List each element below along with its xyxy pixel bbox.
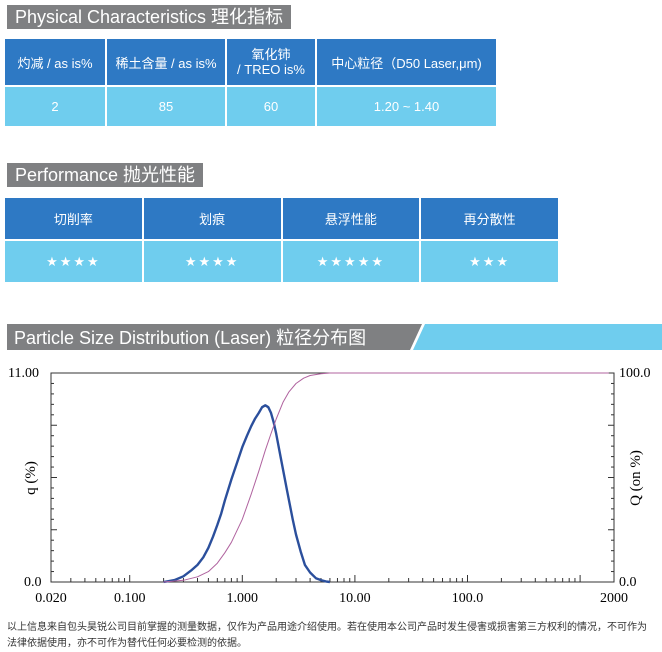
- y2-axis-label: Q (on %): [628, 450, 644, 506]
- performance-header-scratch: 划痕: [143, 198, 281, 239]
- x-tick-label: 0.020: [35, 591, 67, 606]
- physical-value-rare-earth-content: 85: [107, 87, 225, 126]
- disclaimer-line-1: 以上信息来自包头昊锐公司目前掌握的测量数据，仅作为产品用途介绍使用。若在使用本公…: [7, 622, 647, 633]
- physical-header-ceria: 氧化铈 / TREO is%: [227, 39, 315, 85]
- x-tick-label: 2000: [600, 591, 628, 606]
- physical-value-loss-on-ignition: 2: [5, 87, 105, 126]
- rating-stars-cutting-rate: ★★★★: [5, 241, 142, 282]
- y-axis-label: q (%): [23, 461, 39, 495]
- physical-header-rare-earth-content: 稀土含量 / as is%: [107, 39, 225, 85]
- psd-section-title: Particle Size Distribution (Laser) 粒径分布图: [14, 328, 366, 348]
- physical-table: 灼减 / as is% 稀土含量 / as is% 氧化铈 / TREO is%…: [3, 37, 498, 128]
- x-tick-label: 100.0: [452, 591, 484, 606]
- psd-banner: Particle Size Distribution (Laser) 粒径分布图: [7, 324, 662, 350]
- physical-value-d50: 1.20 ~ 1.40: [317, 87, 496, 126]
- y-tick-bottom: 0.0: [24, 575, 42, 590]
- physical-section-title: Physical Characteristics 理化指标: [7, 5, 292, 29]
- rating-stars-redispersion: ★★★: [421, 241, 558, 282]
- performance-section-title: Performance 抛光性能: [7, 163, 204, 187]
- performance-header-redispersion: 再分散性: [421, 198, 558, 239]
- y2-tick-top: 100.0: [619, 366, 651, 381]
- disclaimer-footnote: 以上信息来自包头昊锐公司目前掌握的测量数据，仅作为产品用途介绍使用。若在使用本公…: [7, 620, 657, 652]
- cumulative-distribution-line: [163, 372, 609, 583]
- rating-stars-scratch: ★★★★: [143, 241, 281, 282]
- plot-frame: [50, 372, 615, 583]
- y-tick-top: 11.00: [8, 366, 39, 381]
- rating-stars-suspension: ★★★★★: [282, 241, 420, 282]
- x-tick-labels: 0.020 0.100 1.000 10.00 100.0 2000: [35, 591, 628, 606]
- physical-header-d50: 中心粒径（D50 Laser,μm): [317, 39, 496, 85]
- x-tick-label: 10.00: [339, 591, 371, 606]
- psd-banner-accent: [413, 324, 662, 350]
- psd-chart: 11.00 0.0 100.0 0.0 q (%) Q (on %) 0.020…: [8, 366, 651, 606]
- frequency-distribution-line: [163, 404, 331, 584]
- x-tick-label: 0.100: [114, 591, 146, 606]
- series-layer: [163, 372, 609, 584]
- performance-header-suspension: 悬浮性能: [282, 198, 420, 239]
- physical-header-loss-on-ignition: 灼减 / as is%: [5, 39, 105, 85]
- axis-ticks: [50, 372, 615, 583]
- performance-table: 切削率 划痕 悬浮性能 再分散性 ★★★★ ★★★★ ★★★★★ ★★★: [3, 196, 560, 284]
- disclaimer-line-2: 法律依据使用，亦不可作为替代任何必要检测的依据。: [7, 638, 247, 649]
- physical-value-ceria: 60: [227, 87, 315, 126]
- performance-header-cutting-rate: 切削率: [5, 198, 142, 239]
- psd-banner-gray: [7, 324, 422, 350]
- x-tick-label: 1.000: [227, 591, 259, 606]
- y2-tick-bottom: 0.0: [619, 575, 637, 590]
